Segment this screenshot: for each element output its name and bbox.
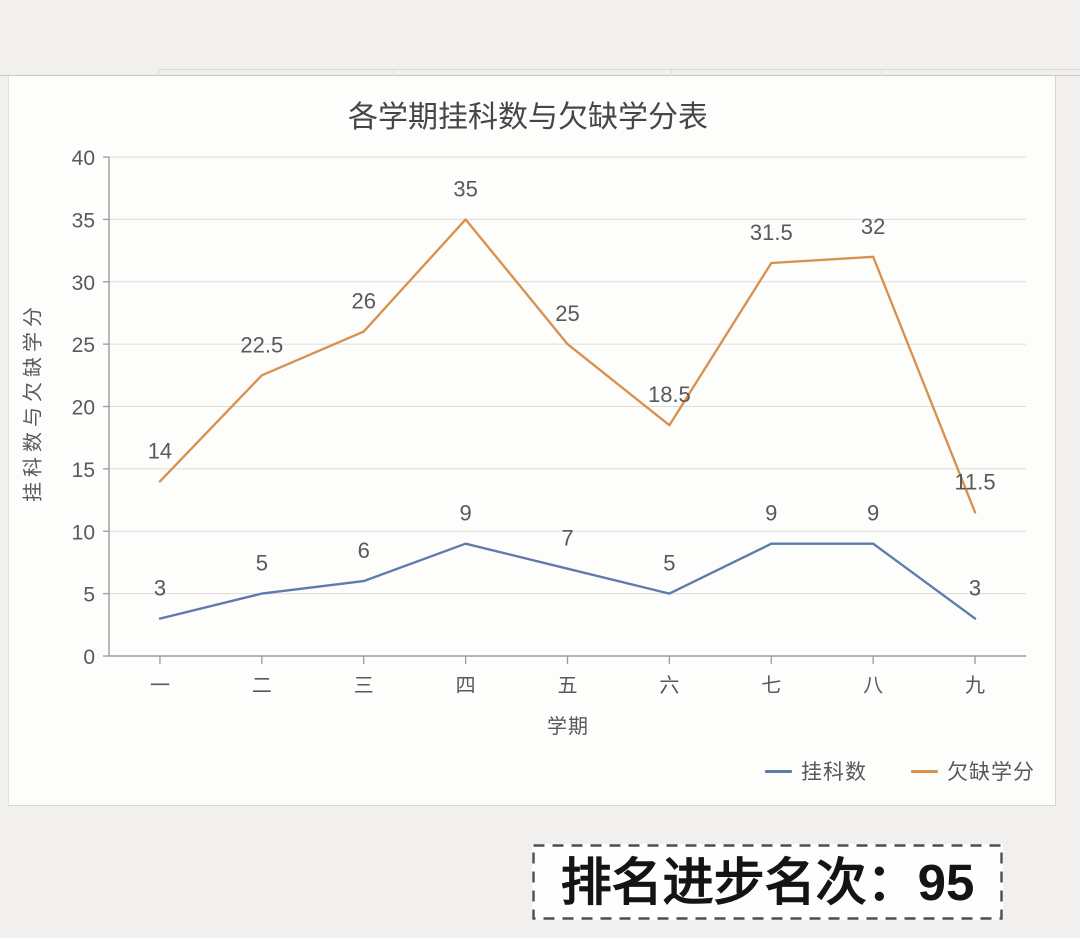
x-tick-label: 三 <box>354 675 374 697</box>
line-chart: 0510152025303540一二三四五六七八九 35 69759 931422.… <box>72 147 1026 697</box>
y-tick-label: 35 <box>72 209 95 232</box>
y-tick-label: 25 <box>72 334 95 357</box>
legend-item: 挂科数 <box>765 756 867 786</box>
axes <box>103 156 1026 664</box>
y-tick-label: 5 <box>83 584 95 607</box>
y-tick-label: 0 <box>83 646 95 669</box>
data-label: 6 <box>358 538 370 563</box>
y-tick-label: 30 <box>72 272 95 295</box>
cell-separator <box>881 70 882 76</box>
x-tick-label: 一 <box>150 675 170 697</box>
series-line-挂科数 <box>158 542 977 620</box>
x-tick-label: 五 <box>558 675 578 697</box>
x-tick-label: 九 <box>965 674 985 697</box>
y-tick-label: 40 <box>72 147 95 170</box>
cell-separator <box>671 70 672 76</box>
data-label: 31.5 <box>750 220 793 245</box>
axis-tick-labels: 0510152025303540一二三四五六七八九 <box>72 147 985 697</box>
data-label: 9 <box>459 501 471 526</box>
x-tick-label: 八 <box>863 675 883 697</box>
x-tick-label: 二 <box>252 675 272 697</box>
y-tick-label: 20 <box>72 397 95 420</box>
data-label: 5 <box>256 551 268 576</box>
data-label: 14 <box>148 438 172 463</box>
data-label: 9 <box>765 501 777 526</box>
x-tick-label: 六 <box>659 674 679 697</box>
legend-label: 欠缺学分 <box>947 761 1035 784</box>
data-label: 7 <box>561 526 573 551</box>
data-label: 25 <box>555 301 579 326</box>
chart-legend: 挂科数 欠缺学分 <box>765 758 1035 784</box>
data-label: 3 <box>969 576 981 601</box>
x-tick-label: 四 <box>456 675 476 697</box>
series-line-欠缺学分 <box>158 218 977 514</box>
data-label: 3 <box>154 576 166 601</box>
data-label: 11.5 <box>954 470 995 495</box>
data-label: 9 <box>867 501 879 526</box>
rank-note-text: 排名进步名次：95 <box>561 857 975 908</box>
legend-line-swatch <box>911 769 938 773</box>
cell-separator <box>393 70 394 76</box>
x-tick-label: 七 <box>761 674 781 697</box>
legend-item: 欠缺学分 <box>911 756 1035 786</box>
data-label: 22.5 <box>240 332 283 357</box>
legend-line-swatch <box>765 769 792 773</box>
chart-title: 各学期挂科数与欠缺学分表 <box>348 101 708 134</box>
rank-note-label: 排名进步名次： <box>560 853 918 911</box>
y-tick-label: 15 <box>72 459 95 482</box>
y-axis-title: 挂科数与欠缺学分 <box>22 302 45 502</box>
chart-card: 各学期挂科数与欠缺学分表 0 5 10 15 20 25 30 35 40 一二三四五六七八九 3… <box>8 76 1056 806</box>
data-label: 5 <box>663 551 675 576</box>
legend-label: 挂科数 <box>801 761 867 784</box>
data-label: 35 <box>453 176 477 201</box>
dashed-border <box>532 844 1003 920</box>
sheet-row-artifact <box>158 69 1080 76</box>
rank-note-box: 排名进步名次：95 <box>532 844 1003 920</box>
sheet-top-divider <box>0 75 1080 76</box>
data-label: 32 <box>861 214 885 239</box>
data-label: 26 <box>351 289 375 314</box>
x-axis-title: 学期 <box>547 716 589 738</box>
y-tick-label: 10 <box>72 521 95 544</box>
series-lines <box>158 218 977 620</box>
data-label: 18.5 <box>648 382 691 407</box>
rank-note-value: 95 <box>917 853 975 911</box>
